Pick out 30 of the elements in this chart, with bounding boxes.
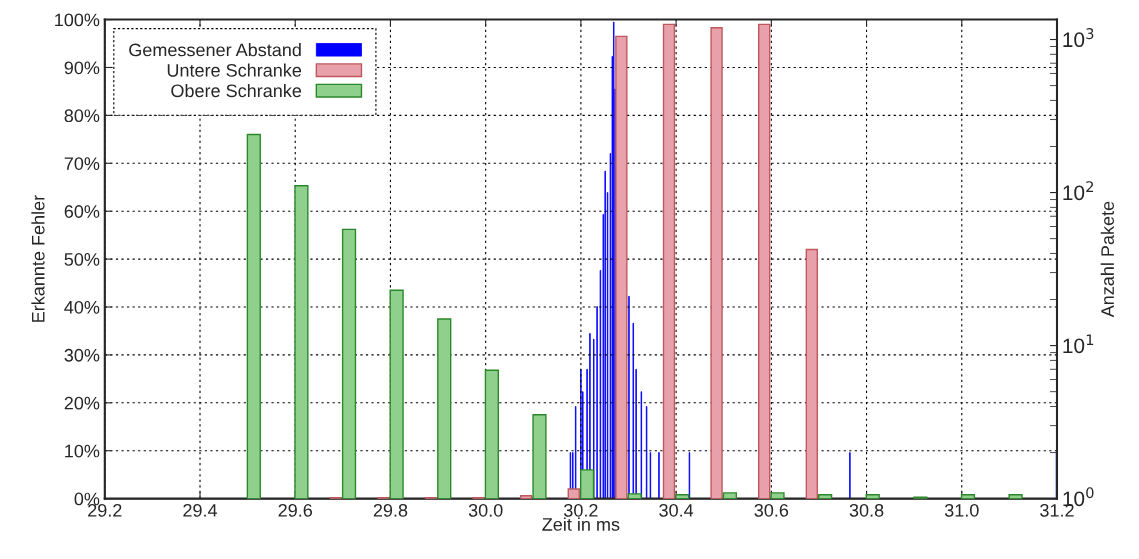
legend-label: Obere Schranke xyxy=(171,83,302,98)
y-tick-label: 90% xyxy=(64,61,100,75)
x-axis-title: Zeit in ms xyxy=(542,517,620,531)
x-tick-label: 29.4 xyxy=(183,503,218,517)
y-tick-label: 10% xyxy=(65,444,100,458)
y-tick-label: 80% xyxy=(64,109,100,123)
legend-label: Untere Schranke xyxy=(167,63,302,77)
y-tick-label: 70% xyxy=(64,157,100,170)
y2-tick-label: 10$^{3}$ xyxy=(1063,28,1094,48)
y-tick-label: 30% xyxy=(64,348,100,362)
x-tick-label: 29.6 xyxy=(278,503,313,517)
x-tick-label: 29.2 xyxy=(88,503,122,517)
y2-axis-title: Anzahl Pakete xyxy=(1100,201,1114,318)
x-tick-label: 30.6 xyxy=(754,503,789,517)
x-tick-label: 30.0 xyxy=(468,503,503,517)
x-tick-label: 31.0 xyxy=(944,503,979,517)
y-tick-label: 20% xyxy=(64,396,100,410)
x-tick-label: 30.8 xyxy=(849,503,884,517)
x-tick-label: 29.8 xyxy=(373,503,408,517)
y-tick-label: 60% xyxy=(64,205,100,218)
y-tick-label: 50% xyxy=(64,253,100,266)
x-tick-label: 30.4 xyxy=(659,503,694,517)
y-tick-label: 100% xyxy=(55,13,100,27)
y2-tick-label: 10$^{2}$ xyxy=(1063,181,1094,201)
x-tick-label: 30.2 xyxy=(564,503,598,517)
legend-label: Gemessener Abstand xyxy=(129,43,301,57)
y-axis-title: Erkannte Fehler xyxy=(31,195,45,322)
y2-tick-label: 10$^{1}$ xyxy=(1063,334,1094,354)
y-tick-label: 0% xyxy=(74,492,100,506)
y-tick-label: 40% xyxy=(64,300,100,314)
